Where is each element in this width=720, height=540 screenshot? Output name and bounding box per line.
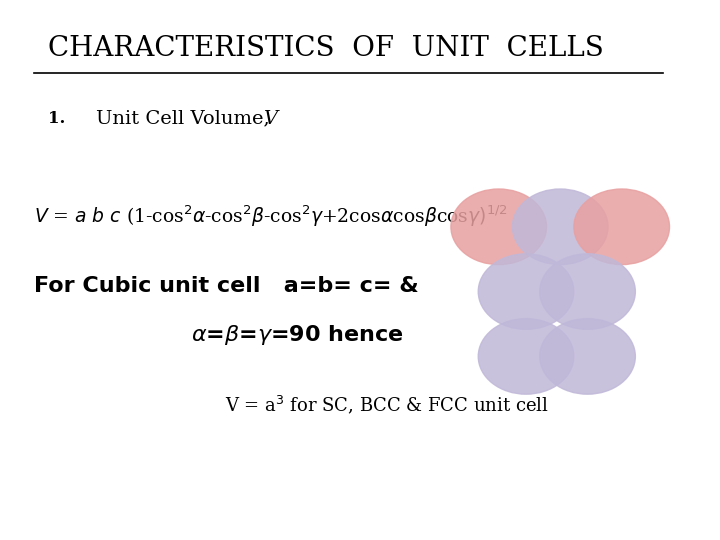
Circle shape: [451, 189, 546, 265]
Text: $\alpha$=$\beta$=$\gamma$=90 hence: $\alpha$=$\beta$=$\gamma$=90 hence: [192, 323, 404, 347]
Circle shape: [540, 254, 635, 329]
Circle shape: [513, 189, 608, 265]
Circle shape: [478, 254, 574, 329]
Text: For Cubic unit cell   a=b= c= &: For Cubic unit cell a=b= c= &: [34, 276, 419, 296]
Circle shape: [478, 319, 574, 394]
Text: CHARACTERISTICS  OF  UNIT  CELLS: CHARACTERISTICS OF UNIT CELLS: [48, 35, 603, 62]
Text: $V$ = $a$ $b$ $c$ (1-cos$^2\alpha$-cos$^2\beta$-cos$^2\gamma$+2cos$\alpha$cos$\b: $V$ = $a$ $b$ $c$ (1-cos$^2\alpha$-cos$^…: [34, 203, 508, 229]
Text: 1.: 1.: [48, 110, 66, 127]
Text: V: V: [263, 110, 277, 128]
Text: Unit Cell Volume,: Unit Cell Volume,: [96, 110, 282, 128]
Text: V = a$^3$ for SC, BCC & FCC unit cell: V = a$^3$ for SC, BCC & FCC unit cell: [225, 394, 549, 416]
Circle shape: [574, 189, 670, 265]
Circle shape: [540, 319, 635, 394]
